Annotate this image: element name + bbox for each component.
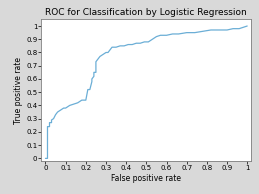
X-axis label: False positive rate: False positive rate xyxy=(111,174,181,183)
Y-axis label: True positive rate: True positive rate xyxy=(14,57,23,124)
Title: ROC for Classification by Logistic Regression: ROC for Classification by Logistic Regre… xyxy=(46,8,247,17)
